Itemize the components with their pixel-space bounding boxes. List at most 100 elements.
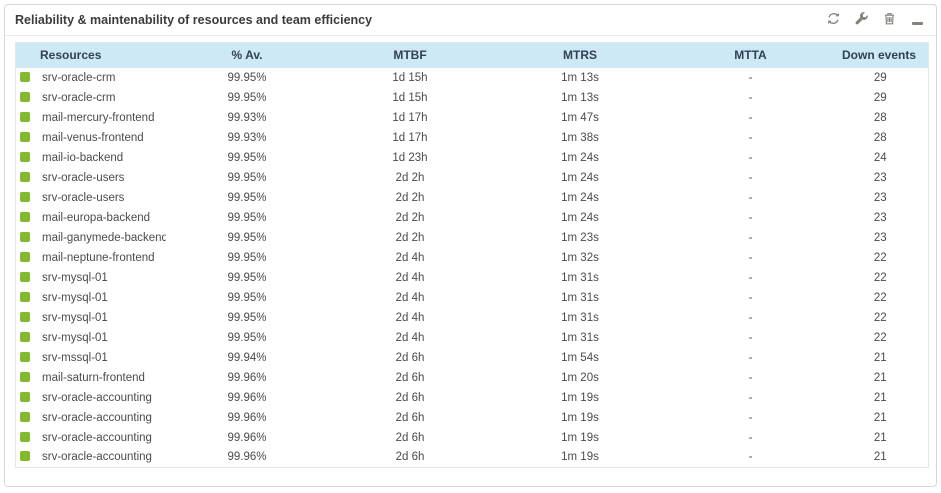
mtrs-cell: 1m 38s xyxy=(561,131,599,144)
mtta-cell: - xyxy=(748,211,753,224)
down-events-cell: 29 xyxy=(873,91,887,104)
table-row: srv-oracle-crm 99.95% 1d 15h 1m 13s - 29 xyxy=(16,88,929,108)
mtta-cell: - xyxy=(748,311,753,324)
status-ok-icon xyxy=(20,451,30,462)
down-events-cell: 28 xyxy=(873,131,887,144)
refresh-button[interactable] xyxy=(825,12,842,29)
table-row: mail-neptune-frontend 99.95% 2d 4h 1m 32… xyxy=(16,248,929,268)
resource-cell: mail-mercury-frontend xyxy=(16,108,166,128)
status-ok-icon xyxy=(20,131,30,142)
column-header-mtbf: MTBF xyxy=(328,42,492,68)
reliability-table: Resources % Av. MTBF MTRS MTTA Down even… xyxy=(15,42,929,468)
availability-cell: 99.96% xyxy=(227,411,267,424)
mtrs-cell: 1m 31s xyxy=(561,331,599,344)
mtrs-cell: 1m 19s xyxy=(561,411,599,424)
down-events-cell: 21 xyxy=(873,351,887,364)
status-ok-icon xyxy=(20,211,30,222)
wrench-icon xyxy=(854,11,869,29)
down-events-cell: 22 xyxy=(873,311,887,324)
availability-cell: 99.93% xyxy=(227,111,267,124)
availability-cell: 99.96% xyxy=(227,371,267,384)
mtta-cell: - xyxy=(748,231,753,244)
mtbf-cell: 2d 2h xyxy=(395,171,425,184)
resource-name: srv-mysql-01 xyxy=(42,271,108,284)
mtta-cell: - xyxy=(748,91,753,104)
mtbf-cell: 1d 15h xyxy=(392,71,428,84)
table-row: srv-oracle-accounting 99.96% 2d 6h 1m 19… xyxy=(16,428,929,448)
resource-name: mail-saturn-frontend xyxy=(42,371,145,384)
collapse-button[interactable] xyxy=(909,12,926,29)
down-events-cell: 28 xyxy=(873,111,887,124)
mtrs-cell: 1m 31s xyxy=(561,311,599,324)
status-ok-icon xyxy=(20,271,30,282)
down-events-cell: 29 xyxy=(873,71,887,84)
mtta-cell: - xyxy=(748,71,753,84)
resource-cell: mail-ganymede-backend xyxy=(16,228,166,248)
resource-name: srv-oracle-users xyxy=(42,191,125,204)
resource-cell: mail-neptune-frontend xyxy=(16,248,166,268)
status-ok-icon xyxy=(20,431,30,442)
availability-cell: 99.96% xyxy=(227,451,267,464)
status-ok-icon xyxy=(20,411,30,422)
mtbf-cell: 2d 4h xyxy=(395,251,425,264)
resource-name: srv-oracle-accounting xyxy=(42,431,152,444)
resource-name: srv-mysql-01 xyxy=(42,311,108,324)
mtta-cell: - xyxy=(748,171,753,184)
mtta-cell: - xyxy=(748,431,753,444)
resource-cell: mail-venus-frontend xyxy=(16,128,166,148)
delete-button[interactable] xyxy=(881,12,898,29)
mtbf-cell: 2d 2h xyxy=(395,211,425,224)
resource-cell: srv-oracle-accounting xyxy=(16,428,166,448)
table-row: srv-oracle-crm 99.95% 1d 15h 1m 13s - 29 xyxy=(16,68,929,88)
mtbf-cell: 2d 6h xyxy=(395,411,425,424)
refresh-icon xyxy=(826,11,841,29)
down-events-cell: 23 xyxy=(873,191,887,204)
resource-cell: srv-mssql-01 xyxy=(16,348,166,368)
panel-header: Reliability & maintenability of resource… xyxy=(5,5,936,36)
availability-cell: 99.94% xyxy=(227,351,267,364)
resource-cell: mail-saturn-frontend xyxy=(16,368,166,388)
table-header-row: Resources % Av. MTBF MTRS MTTA Down even… xyxy=(15,42,929,68)
table-row: srv-oracle-users 99.95% 2d 2h 1m 24s - 2… xyxy=(16,168,929,188)
availability-cell: 99.95% xyxy=(227,191,267,204)
mtta-cell: - xyxy=(748,411,753,424)
column-header-resources: Resources xyxy=(15,42,166,68)
table-row: srv-oracle-accounting 99.96% 2d 6h 1m 19… xyxy=(16,388,929,408)
page-title: Reliability & maintenability of resource… xyxy=(15,13,373,27)
down-events-cell: 21 xyxy=(873,371,887,384)
mtbf-cell: 2d 6h xyxy=(395,351,425,364)
table-row: srv-oracle-users 99.95% 2d 2h 1m 24s - 2… xyxy=(16,188,929,208)
column-header-down-events: Down events xyxy=(832,42,929,68)
availability-cell: 99.95% xyxy=(227,151,267,164)
resource-cell: srv-oracle-accounting xyxy=(16,388,166,408)
mtta-cell: - xyxy=(748,111,753,124)
resource-name: mail-ganymede-backend xyxy=(42,231,166,244)
down-events-cell: 23 xyxy=(873,171,887,184)
availability-cell: 99.95% xyxy=(227,211,267,224)
mtta-cell: - xyxy=(748,191,753,204)
mtbf-cell: 2d 4h xyxy=(395,271,425,284)
availability-cell: 99.96% xyxy=(227,391,267,404)
table-body: srv-oracle-crm 99.95% 1d 15h 1m 13s - 29… xyxy=(16,68,929,468)
resource-name: srv-mysql-01 xyxy=(42,331,108,344)
widget-toolbar xyxy=(825,12,926,29)
mtbf-cell: 2d 6h xyxy=(395,451,425,464)
mtbf-cell: 2d 6h xyxy=(395,371,425,384)
table-row: srv-mssql-01 99.94% 2d 6h 1m 54s - 21 xyxy=(16,348,929,368)
status-ok-icon xyxy=(20,231,30,242)
report-widget-panel: Reliability & maintenability of resource… xyxy=(4,4,937,487)
resource-name: mail-europa-backend xyxy=(42,211,151,224)
table-header: Resources % Av. MTBF MTRS MTTA Down even… xyxy=(15,42,929,68)
down-events-cell: 24 xyxy=(873,151,887,164)
down-events-cell: 22 xyxy=(873,271,887,284)
configure-button[interactable] xyxy=(853,12,870,29)
status-ok-icon xyxy=(20,171,30,182)
down-events-cell: 21 xyxy=(873,431,887,444)
resource-cell: mail-europa-backend xyxy=(16,208,166,228)
trash-icon xyxy=(882,11,897,29)
resource-cell: srv-mysql-01 xyxy=(16,288,166,308)
status-ok-icon xyxy=(20,331,30,342)
table-row: srv-oracle-accounting 99.96% 2d 6h 1m 19… xyxy=(16,408,929,428)
availability-cell: 99.95% xyxy=(227,271,267,284)
status-ok-icon xyxy=(20,351,30,362)
